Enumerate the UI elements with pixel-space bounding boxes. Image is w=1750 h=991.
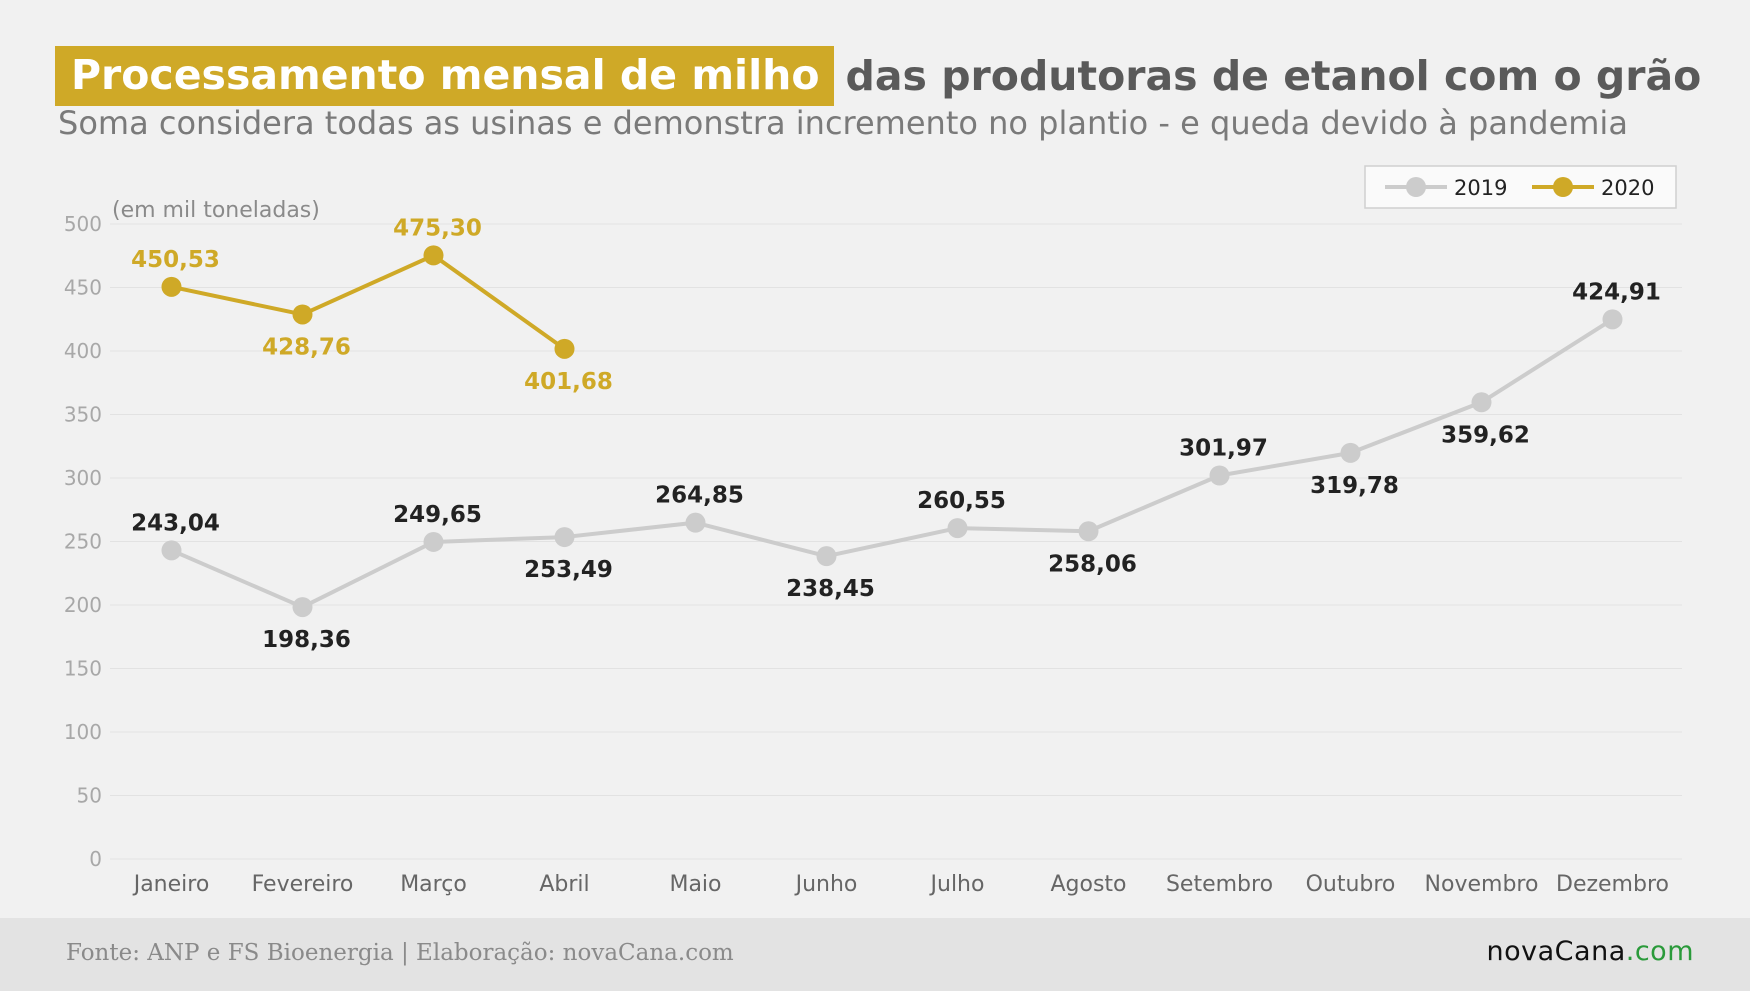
data-point — [554, 338, 575, 359]
data-label: 428,76 — [262, 334, 351, 360]
data-point — [161, 276, 182, 297]
y-tick-label: 300 — [64, 466, 102, 490]
logo-suffix: .com — [1625, 936, 1694, 967]
y-tick-label: 100 — [64, 720, 102, 744]
y-tick-label: 0 — [89, 847, 102, 871]
x-tick-label: Dezembro — [1556, 872, 1669, 897]
chart-subtitle: Soma considera todas as usinas e demonst… — [58, 104, 1628, 142]
x-tick-label: Abril — [539, 872, 589, 897]
y-tick-label: 50 — [77, 784, 102, 808]
y-tick-label: 450 — [64, 276, 102, 300]
x-tick-label: Março — [400, 872, 467, 897]
data-point — [292, 597, 313, 618]
x-tick-label: Agosto — [1050, 872, 1126, 897]
data-point — [554, 527, 575, 548]
y-tick-label: 400 — [64, 339, 102, 363]
data-label: 258,06 — [1048, 551, 1137, 577]
data-label: 249,65 — [393, 502, 482, 528]
x-tick-label: Novembro — [1425, 872, 1539, 897]
x-tick-label: Junho — [794, 872, 858, 897]
legend-marker-2019 — [1406, 177, 1426, 197]
data-point — [292, 304, 313, 325]
y-tick-label: 500 — [64, 212, 102, 236]
legend-marker-2020 — [1553, 177, 1573, 197]
x-tick-label: Outubro — [1306, 872, 1396, 897]
data-point — [1340, 442, 1361, 463]
y-tick-label: 200 — [64, 593, 102, 617]
data-label: 359,62 — [1441, 422, 1530, 448]
data-label: 264,85 — [655, 483, 744, 509]
data-point — [816, 546, 837, 567]
data-label: 301,97 — [1179, 435, 1268, 461]
data-point — [685, 512, 706, 533]
series-line-2019 — [170, 317, 1614, 610]
data-label: 450,53 — [131, 247, 220, 273]
data-point — [423, 531, 444, 552]
data-label: 424,91 — [1572, 279, 1661, 305]
data-label: 475,30 — [393, 215, 482, 241]
data-label: 319,78 — [1310, 473, 1399, 499]
data-point — [1078, 521, 1099, 542]
legend-label-2020: 2020 — [1601, 176, 1654, 200]
y-tick-label: 350 — [64, 403, 102, 427]
data-point — [1602, 309, 1623, 330]
y-unit-label: (em mil toneladas) — [112, 198, 320, 223]
y-tick-label: 250 — [64, 530, 102, 554]
data-point — [423, 245, 444, 266]
data-label: 198,36 — [262, 627, 351, 653]
logo-main: novaCana — [1486, 936, 1626, 967]
data-label: 260,55 — [917, 488, 1006, 514]
data-label: 401,68 — [524, 369, 613, 395]
data-point — [1209, 465, 1230, 486]
data-label: 243,04 — [131, 510, 220, 536]
footer-bar: Fonte: ANP e FS Bioenergia | Elaboração:… — [0, 918, 1750, 991]
data-label: 238,45 — [786, 576, 875, 602]
chart-title: Processamento mensal de milho das produt… — [55, 46, 1701, 106]
novacana-logo: novaCana.com — [1487, 936, 1694, 967]
series-line-2020 — [171, 253, 566, 351]
line-chart: 0 50 100 150 200 250 300 350 400 450 500 (em mil to… — [64, 165, 1682, 897]
title-highlight: Processamento mensal de milho — [55, 46, 834, 106]
title-rest: das produtoras de etanol com o grão — [845, 52, 1702, 100]
data-point — [1471, 392, 1492, 413]
data-point — [947, 518, 968, 539]
data-label: 253,49 — [524, 557, 613, 583]
x-tick-label: Maio — [669, 872, 721, 897]
x-tick-label: Janeiro — [132, 872, 210, 897]
y-tick-label: 150 — [64, 657, 102, 681]
x-tick-label: Julho — [929, 872, 985, 897]
data-point — [161, 540, 182, 561]
legend-label-2019: 2019 — [1454, 176, 1507, 200]
x-tick-label: Fevereiro — [252, 872, 354, 897]
source-note: Fonte: ANP e FS Bioenergia | Elaboração:… — [66, 940, 734, 966]
x-tick-label: Setembro — [1166, 872, 1273, 897]
